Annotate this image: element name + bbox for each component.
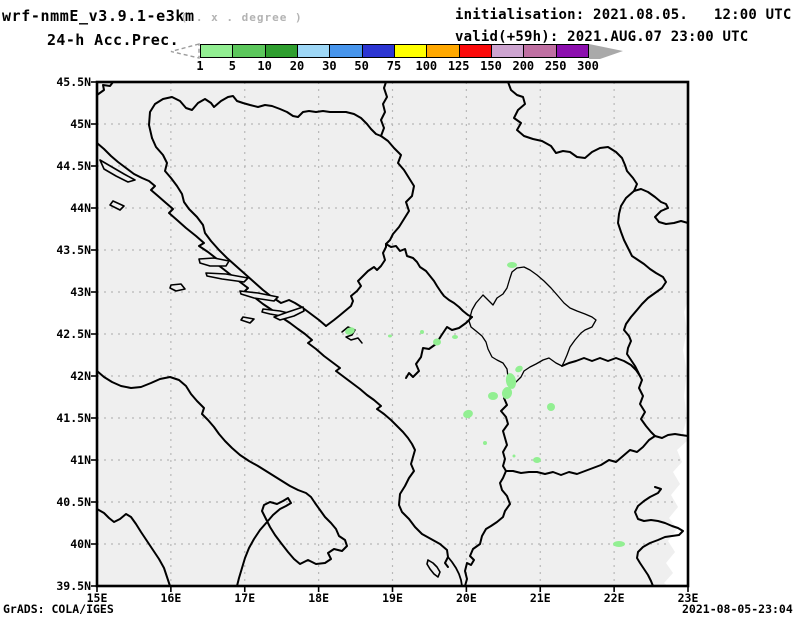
precip-spot (463, 409, 473, 419)
field-label: 24-h Acc.Prec. (47, 31, 180, 49)
precip-spot (388, 334, 392, 338)
legend-tick-label: 100 (415, 59, 438, 73)
legend-color-box (394, 44, 428, 58)
precip-spot (433, 338, 441, 346)
model-title: wrf-nmmE_v3.9.1-e3km( . x . degree ) (2, 7, 303, 25)
x-axis-label: 18E (308, 591, 330, 605)
precip-spot (512, 454, 516, 458)
legend-left-arrow (170, 43, 200, 59)
precip-spot (547, 403, 555, 411)
legend-tick-label: 10 (257, 59, 272, 73)
legend-color-box (361, 44, 395, 58)
legend-tick-label: 30 (322, 59, 337, 73)
adriatic-islands (99, 159, 441, 578)
x-axis-label: 22E (603, 591, 625, 605)
legend-color-box (555, 44, 589, 58)
legend-color-box (297, 44, 331, 58)
x-axis-label: 21E (529, 591, 551, 605)
legend-color-box (491, 44, 525, 58)
kosovo-border (468, 266, 597, 386)
legend-color-box (458, 44, 492, 58)
y-axis-label: 41N (70, 453, 91, 467)
x-axis-label: 20E (455, 591, 477, 605)
precip-spot (507, 262, 517, 268)
y-axis-label: 45.5N (56, 75, 91, 89)
y-axis-label: 44.5N (56, 159, 91, 173)
precip-spot (483, 441, 487, 445)
legend-tick-label: 50 (354, 59, 369, 73)
precip-spot (533, 457, 541, 463)
legend-tick-label: 20 (289, 59, 305, 73)
y-axis-label: 44N (70, 201, 91, 215)
legend-tick-label: 5 (228, 59, 236, 73)
legend-right-arrow (589, 44, 623, 59)
precip-spot (501, 387, 513, 399)
x-axis-label: 15E (86, 591, 108, 605)
y-axis-label: 39.5N (56, 579, 91, 593)
x-axis-label: 17E (234, 591, 256, 605)
legend-tick-label: 200 (512, 59, 535, 73)
legend-tick-label: 300 (577, 59, 599, 73)
initialisation-line: initialisation: 2021.08.05. 12:00 UTC (455, 7, 792, 23)
precip-spot (505, 373, 517, 389)
y-axis-label: 40.5N (56, 495, 91, 509)
legend-tick-label: 150 (480, 59, 502, 73)
legend-color-box (264, 44, 298, 58)
title-units: ( . x . degree ) (180, 11, 303, 24)
legend-color-box (426, 44, 460, 58)
legend-color-box (232, 44, 266, 58)
x-axis-label: 19E (382, 591, 403, 605)
legend-tick-label: 125 (447, 59, 470, 73)
y-axis-label: 42.5N (56, 327, 91, 341)
y-axis-label: 42N (70, 369, 91, 383)
y-axis-label: 43.5N (56, 243, 91, 257)
legend-tick-label: 1 (196, 59, 204, 73)
grid-lines (97, 82, 688, 586)
country-borders (96, 81, 689, 587)
precip-spot (515, 365, 523, 373)
legend-tick-label: 75 (386, 59, 402, 73)
legend-tick-label: 250 (544, 59, 567, 73)
grads-credit: GrADS: COLA/IGES (3, 602, 114, 616)
legend-color-box (329, 44, 363, 58)
precip-spot (452, 335, 458, 339)
precip-spot (420, 330, 424, 334)
axis-ticks (91, 81, 689, 592)
precip-spot (345, 327, 355, 335)
model-title-text: wrf-nmmE_v3.9.1-e3km (2, 7, 195, 25)
legend-color-box (200, 44, 234, 58)
x-axis-label: 16E (160, 591, 182, 605)
y-axis-label: 41.5N (56, 411, 91, 425)
x-axis-label: 23E (677, 591, 699, 605)
precip-spot (613, 541, 625, 547)
y-axis-label: 43N (70, 285, 91, 299)
precip-spot (488, 392, 498, 400)
y-axis-label: 40N (70, 537, 91, 551)
precipitation-spots (345, 262, 625, 547)
legend-color-box (523, 44, 557, 58)
valid-line: valid(+59h): 2021.AUG.07 23:00 UTC (455, 29, 749, 45)
y-axis-label: 45N (70, 117, 91, 131)
legend-arrows (170, 43, 623, 59)
creation-timestamp: 2021-08-05-23:04 (682, 602, 793, 616)
